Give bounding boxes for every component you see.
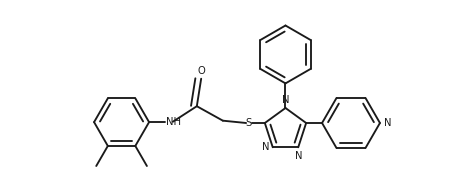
Text: N: N bbox=[282, 95, 289, 105]
Text: N: N bbox=[262, 142, 269, 152]
Text: N: N bbox=[295, 151, 302, 161]
Text: NH: NH bbox=[166, 117, 181, 127]
Text: O: O bbox=[197, 66, 205, 76]
Text: N: N bbox=[384, 118, 391, 128]
Text: S: S bbox=[246, 118, 252, 128]
